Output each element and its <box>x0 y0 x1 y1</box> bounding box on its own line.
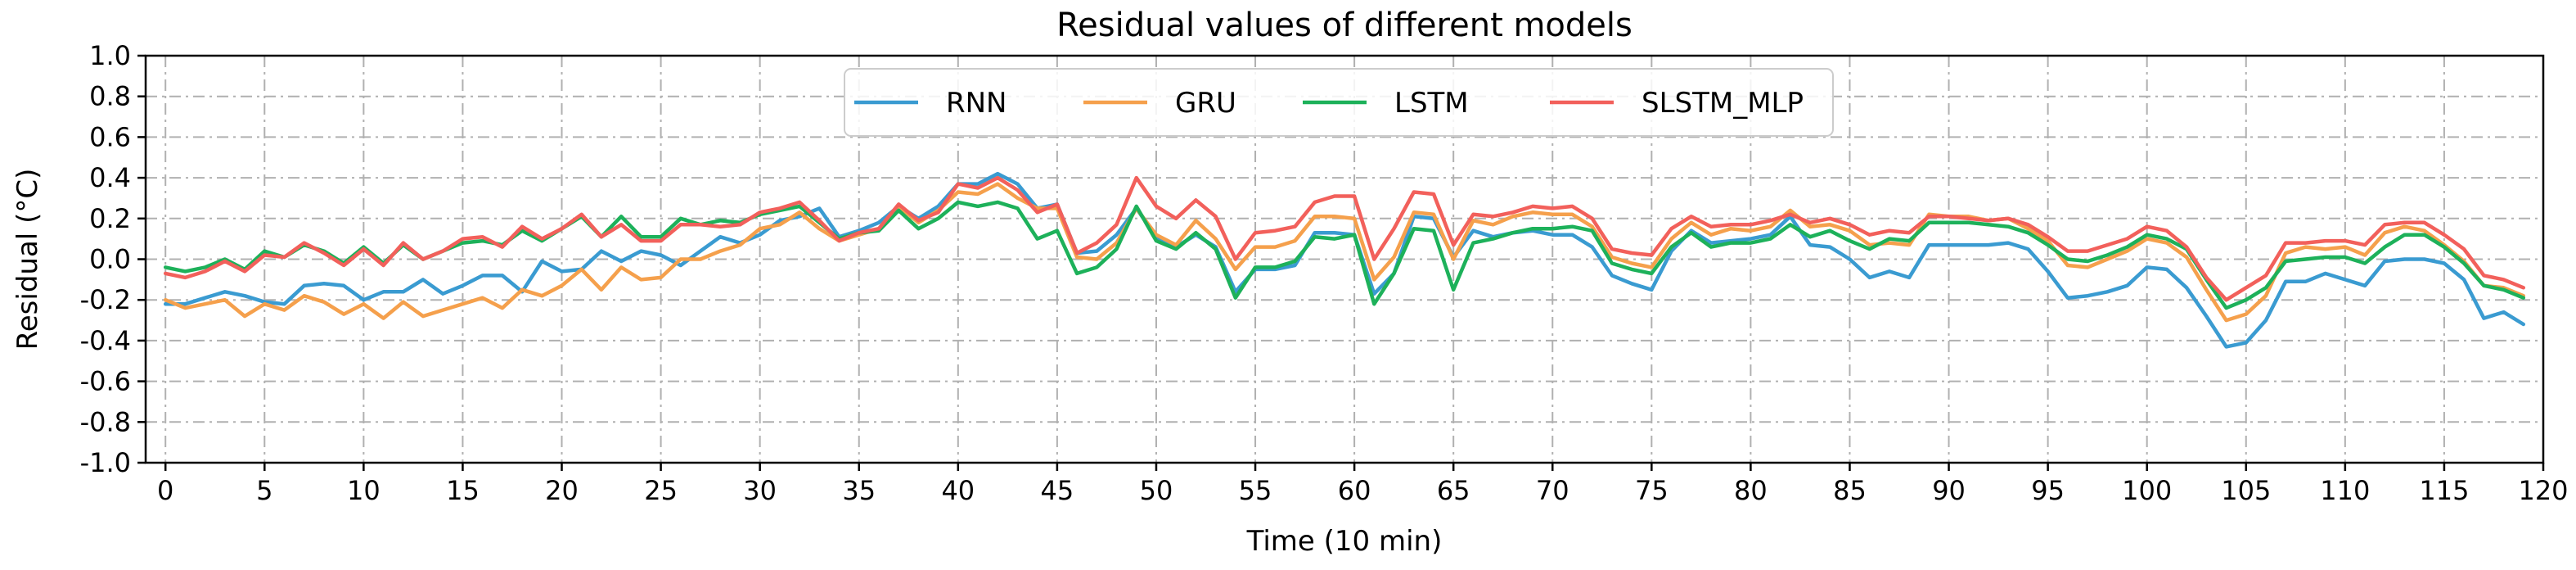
y-tick-label: 0.0 <box>89 244 131 275</box>
x-tick-label: 50 <box>1140 475 1173 506</box>
y-tick-label: 0.2 <box>89 203 131 234</box>
legend-label: GRU <box>1175 87 1236 120</box>
y-tick-label: -0.8 <box>80 406 131 437</box>
x-tick-label: 100 <box>2122 475 2172 506</box>
x-tick-label: 80 <box>1734 475 1768 506</box>
y-tick-label: 0.6 <box>89 121 131 152</box>
legend-label: LSTM <box>1394 87 1469 120</box>
legend-label: RNN <box>946 87 1007 120</box>
y-tick-label: -0.2 <box>80 284 131 315</box>
x-tick-label: 60 <box>1338 475 1371 506</box>
x-tick-label: 40 <box>941 475 975 506</box>
y-tick-label: 1.0 <box>89 40 131 71</box>
x-tick-label: 65 <box>1437 475 1470 506</box>
x-tick-label: 70 <box>1536 475 1569 506</box>
x-tick-label: 55 <box>1239 475 1272 506</box>
x-axis-label: Time (10 min) <box>1246 525 1443 558</box>
x-tick-label: 5 <box>256 475 272 506</box>
legend: RNN GRU LSTM SLSTM_MLP <box>844 68 1834 137</box>
y-tick-label: 0.8 <box>89 81 131 112</box>
x-tick-label: 110 <box>2320 475 2370 506</box>
x-axis-ticks: 0 5 10 15 20 25 30 35 40 45 50 55 60 65 70 75 80 85 90 95 10… <box>157 463 2569 506</box>
x-tick-label: 20 <box>545 475 579 506</box>
x-tick-label: 0 <box>157 475 173 506</box>
x-tick-label: 15 <box>446 475 480 506</box>
y-axis-ticks: -1.0 -0.8 -0.6 -0.4 -0.2 0.0 0.2 0.4 0.6 0.8 1.0 <box>80 40 146 478</box>
x-tick-label: 105 <box>2221 475 2271 506</box>
series-line-slstm-mlp <box>163 175 2526 302</box>
y-tick-label: -0.6 <box>80 366 131 397</box>
x-tick-label: 115 <box>2419 475 2469 506</box>
x-tick-label: 45 <box>1041 475 1074 506</box>
x-tick-label: 30 <box>743 475 777 506</box>
x-tick-label: 25 <box>644 475 678 506</box>
y-tick-label: -1.0 <box>80 447 131 478</box>
x-tick-label: 90 <box>1932 475 1966 506</box>
series-line-gru <box>163 182 2526 323</box>
x-tick-label: 120 <box>2518 475 2568 506</box>
y-tick-label: 0.4 <box>89 162 131 193</box>
y-axis-label: Residual (°C) <box>11 169 44 351</box>
x-tick-label: 75 <box>1635 475 1669 506</box>
x-tick-label: 85 <box>1833 475 1867 506</box>
series-line-rnn <box>163 171 2526 349</box>
x-tick-label: 35 <box>842 475 876 506</box>
legend-label: SLSTM_MLP <box>1642 87 1804 120</box>
y-tick-label: -0.4 <box>80 325 131 356</box>
chart-title: Residual values of different models <box>1056 7 1633 44</box>
x-tick-label: 95 <box>2031 475 2065 506</box>
series-layer <box>163 171 2526 349</box>
x-tick-label: 10 <box>347 475 381 506</box>
